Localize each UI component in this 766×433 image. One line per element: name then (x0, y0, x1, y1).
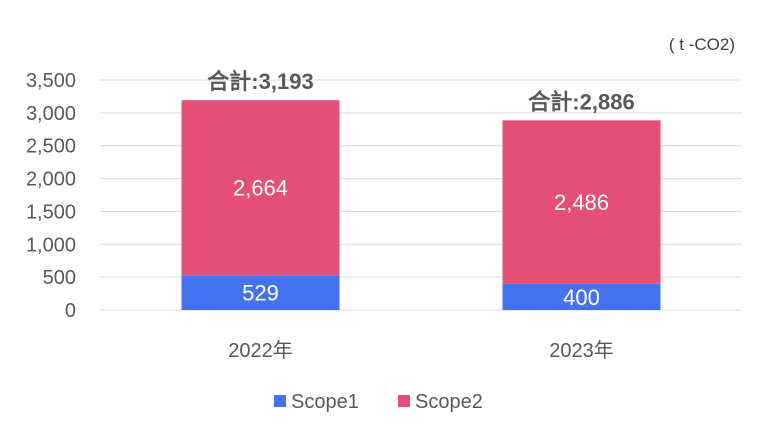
bar-scope1-1 (502, 283, 661, 310)
bar-scope2-1 (502, 120, 661, 284)
bar-scope2-0 (181, 100, 340, 276)
x-axis-categories: 2022年 2023年 (228, 339, 614, 362)
total-label: 合計:3,193 (207, 69, 313, 94)
data-label: 2,664 (233, 176, 288, 201)
x-category-label: 2023年 (549, 339, 614, 362)
y-tick-label: 3,000 (26, 103, 76, 125)
legend-swatch-scope2 (398, 395, 410, 407)
y-tick-label: 500 (43, 267, 76, 289)
y-tick-label: 0 (65, 300, 76, 322)
legend-label: Scope1 (291, 391, 359, 413)
y-tick-label: 3,500 (26, 70, 76, 92)
legend-label: Scope2 (415, 391, 483, 413)
data-label: 529 (242, 281, 279, 306)
bar-scope1-0 (181, 275, 340, 310)
legend: Scope1 Scope2 (274, 391, 483, 413)
y-tick-label: 1,000 (26, 234, 76, 256)
total-label: 合計:2,886 (528, 89, 634, 114)
y-tick-label: 2,500 (26, 136, 76, 158)
y-tick-label: 1,500 (26, 201, 76, 223)
data-label: 2,486 (554, 190, 609, 215)
legend-swatch-scope1 (274, 395, 286, 407)
x-category-label: 2022年 (228, 339, 293, 362)
y-tick-label: 2,000 (26, 169, 76, 191)
y-axis-ticks: 0 500 1,000 1,500 2,000 2,500 3,000 3,500 (26, 70, 76, 322)
unit-label: ( t -CO2) (669, 35, 735, 54)
data-label: 400 (563, 285, 600, 310)
bars: 529 2,664 合計:3,193 400 2,486 合計:2,886 (181, 69, 661, 310)
